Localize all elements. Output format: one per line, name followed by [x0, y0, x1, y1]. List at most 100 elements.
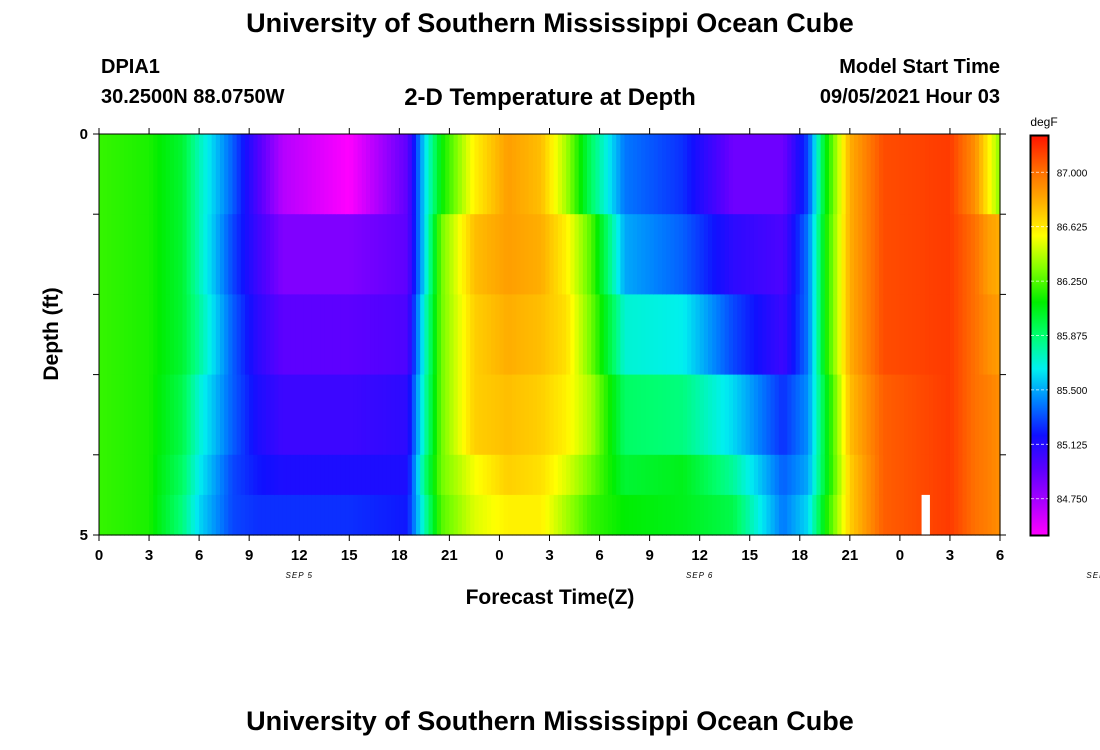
heatmap-cell — [253, 374, 259, 456]
heatmap-cell — [820, 374, 826, 456]
heatmap-cell — [449, 134, 455, 215]
heatmap-cell — [578, 134, 584, 215]
heatmap-cell — [616, 294, 622, 376]
heatmap-cell — [361, 294, 367, 376]
heatmap-cell — [578, 374, 584, 456]
heatmap-cell — [286, 494, 292, 536]
heatmap-cell — [482, 374, 488, 456]
heatmap-cell — [728, 294, 734, 376]
heatmap-cell — [887, 374, 893, 456]
heatmap-cell — [649, 134, 655, 215]
heatmap-cell — [929, 214, 934, 295]
heatmap-cell — [332, 134, 338, 215]
heatmap-cell — [887, 134, 893, 215]
heatmap-cell — [616, 214, 622, 295]
heatmap-cell — [257, 134, 263, 215]
heatmap-cell — [399, 494, 405, 536]
heatmap-cell — [390, 134, 396, 215]
heatmap-cell — [657, 454, 663, 496]
x-tick-label: 6 — [195, 547, 203, 564]
heatmap-cell — [199, 494, 204, 536]
heatmap-cell — [966, 454, 972, 496]
heatmap-cell — [587, 214, 592, 295]
heatmap-cell — [357, 454, 363, 496]
heatmap-cell — [762, 294, 768, 376]
x-tick-label: 3 — [145, 547, 153, 564]
heatmap-cell — [520, 374, 526, 456]
heatmap-cell — [778, 214, 784, 295]
heatmap-cell — [557, 374, 563, 456]
heatmap-cell — [879, 494, 884, 536]
heatmap-cell — [599, 214, 605, 295]
heatmap-cell — [603, 454, 609, 496]
heatmap-cell — [862, 454, 868, 496]
heatmap-cell — [311, 454, 317, 496]
heatmap-cell — [107, 294, 113, 376]
heatmap-cell — [845, 494, 851, 536]
heatmap-cell — [99, 294, 104, 376]
heatmap-cell — [824, 374, 830, 456]
heatmap-cell — [541, 494, 546, 536]
heatmap-cell — [194, 374, 200, 456]
heatmap-cell — [395, 374, 400, 456]
heatmap-cell — [762, 374, 768, 456]
heatmap-cell — [858, 374, 863, 456]
heatmap-cell — [983, 294, 989, 376]
heatmap-cell — [357, 134, 363, 215]
heatmap-cell — [282, 374, 288, 456]
heatmap-cell — [332, 374, 338, 456]
heatmap-cell — [703, 134, 709, 215]
heatmap-cell — [862, 294, 868, 376]
heatmap-cell — [716, 454, 722, 496]
heatmap-cell — [295, 374, 300, 456]
heatmap-cell — [382, 214, 388, 295]
heatmap-cell — [336, 134, 342, 215]
heatmap-cell — [612, 134, 617, 215]
heatmap-cell — [545, 454, 551, 496]
heatmap-cell — [645, 134, 651, 215]
heatmap-cell — [511, 294, 517, 376]
heatmap-cell — [428, 494, 434, 536]
heatmap-cell — [795, 214, 801, 295]
heatmap-cell — [411, 134, 417, 215]
colorbar-tick-label: 85.125 — [1057, 440, 1088, 451]
heatmap-cell — [495, 494, 501, 536]
heatmap-cell — [833, 374, 838, 456]
heatmap-cell — [278, 454, 284, 496]
heatmap-cell — [774, 494, 780, 536]
heatmap-cell — [245, 294, 250, 376]
heatmap-cell — [424, 214, 430, 295]
heatmap-cell — [937, 454, 943, 496]
heatmap-cell — [557, 454, 563, 496]
heatmap-cell — [249, 374, 254, 456]
heatmap-cell — [524, 294, 530, 376]
heatmap-cell — [365, 374, 371, 456]
heatmap-cell — [315, 494, 321, 536]
heatmap-cell — [974, 494, 980, 536]
heatmap-cell — [974, 134, 980, 215]
heatmap-cell — [107, 454, 113, 496]
heatmap-cell — [695, 374, 701, 456]
heatmap-cell — [128, 134, 133, 215]
heatmap-cell — [491, 454, 496, 496]
heatmap-cell — [345, 454, 350, 496]
heatmap-cell — [253, 454, 259, 496]
heatmap-cell — [290, 214, 296, 295]
heatmap-cell — [678, 214, 684, 295]
heatmap-cell — [582, 454, 588, 496]
heatmap-cell — [720, 214, 726, 295]
heatmap-cell — [132, 134, 138, 215]
heatmap-cell — [107, 374, 113, 456]
heatmap-cell — [545, 134, 551, 215]
heatmap-cell — [466, 214, 471, 295]
heatmap-cell — [987, 454, 993, 496]
heatmap-cell — [353, 214, 359, 295]
heatmap-cell — [270, 214, 275, 295]
heatmap-cell — [733, 134, 738, 215]
heatmap-cell — [136, 494, 142, 536]
heatmap-cell — [245, 374, 250, 456]
heatmap-cell — [612, 374, 617, 456]
heatmap-cell — [745, 294, 751, 376]
heatmap-cell — [441, 454, 446, 496]
heatmap-cell — [315, 454, 321, 496]
